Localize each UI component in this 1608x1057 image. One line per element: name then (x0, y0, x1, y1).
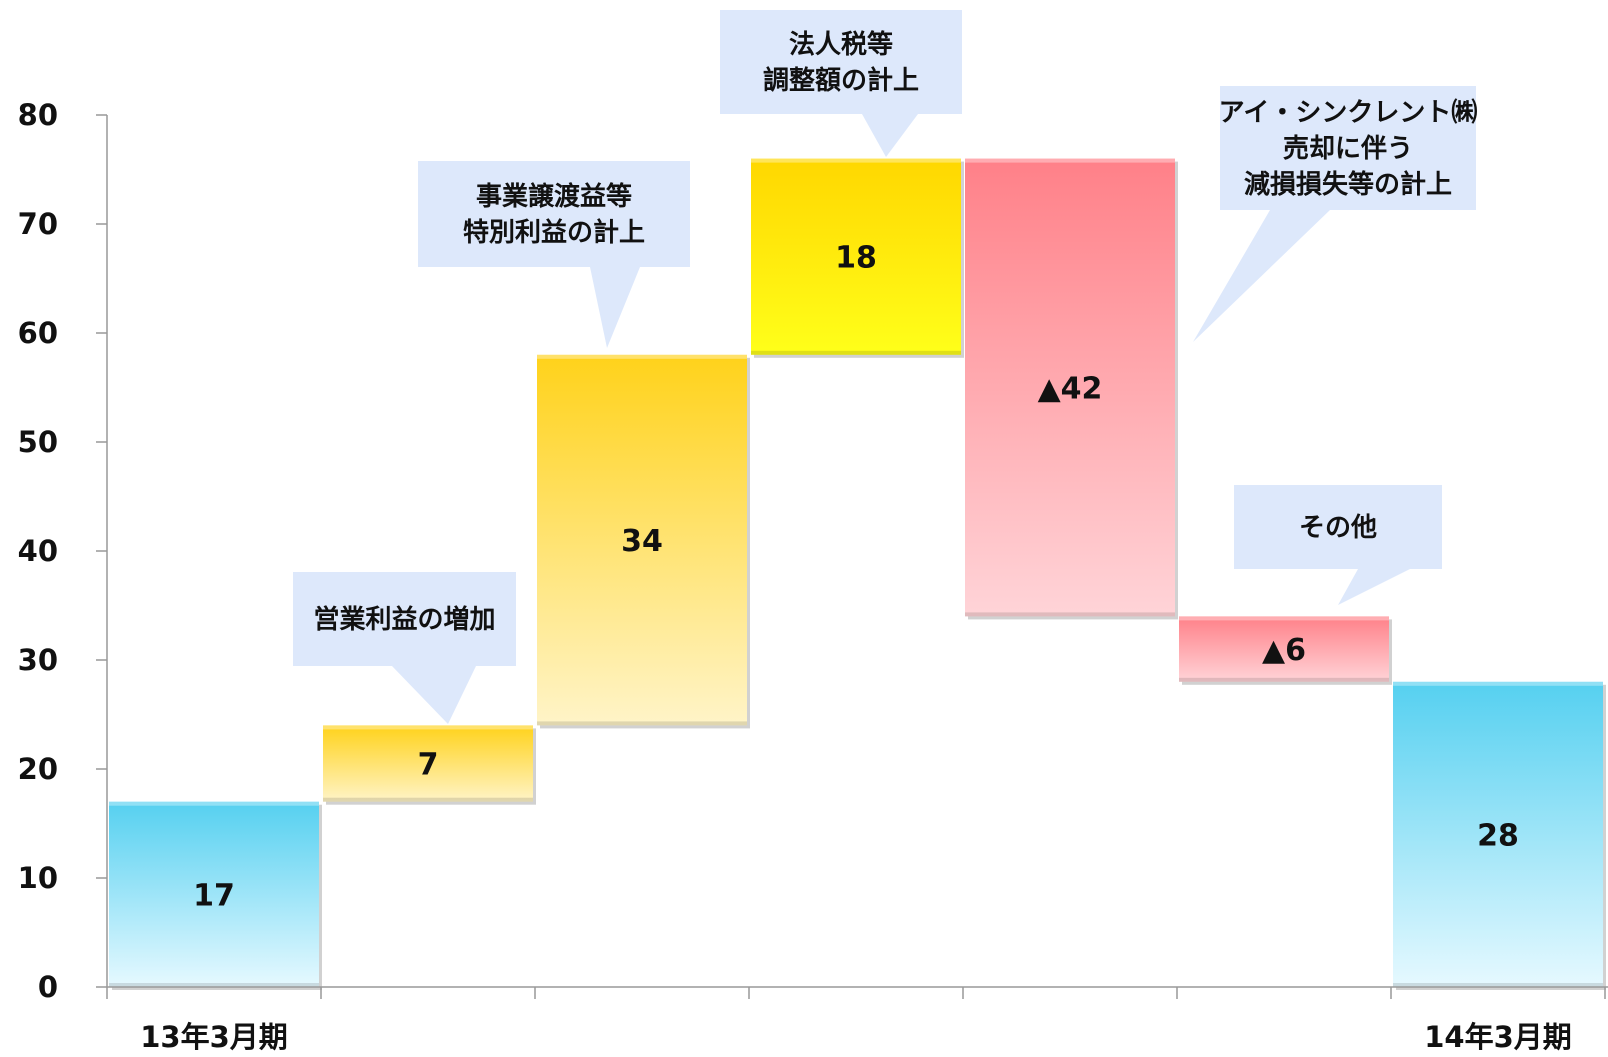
y-tick-label: 40 (18, 534, 58, 568)
axis-layer: 0 10 20 30 40 50 60 70 80 13年3月期 14年3月期 (18, 98, 1608, 1054)
bar-bevel-bottom (323, 797, 533, 802)
callout-box (1220, 86, 1476, 210)
bar-bevel-bottom (109, 983, 319, 987)
bar-1: 17 (109, 801, 322, 990)
callout-pointer (590, 267, 640, 348)
bar-7: 28 (1393, 681, 1606, 990)
bar-5: ▲42 (965, 158, 1178, 620)
callout-text: 営業利益の増加 (313, 605, 495, 635)
bar-body (751, 158, 961, 355)
bar-bevel-top (109, 801, 319, 806)
bar-value-label: 34 (621, 524, 663, 559)
y-tick-label: 70 (18, 207, 58, 241)
bar-body (537, 354, 747, 726)
callout-text: 特別利益の計上 (463, 217, 645, 248)
x-category-label: 13年3月期 (140, 1020, 288, 1054)
bar-body (965, 158, 1175, 617)
bar-bevel-top (965, 158, 1175, 163)
bar-body (1393, 681, 1603, 987)
callout-pointer (862, 114, 918, 157)
bar-4: 18 (751, 158, 964, 358)
callout-pointer (392, 666, 476, 724)
callout-box (293, 572, 516, 666)
bar-value-label: 17 (193, 878, 235, 913)
callout-1: 営業利益の増加 (293, 572, 516, 724)
x-category-label: 14年3月期 (1424, 1020, 1572, 1054)
bar-bevel-top (751, 158, 961, 163)
callout-pointer (1338, 569, 1410, 605)
y-tick-label: 60 (18, 316, 58, 350)
y-tick-label: 80 (18, 98, 58, 132)
bar-bevel-top (537, 354, 747, 359)
callout-box (1234, 485, 1442, 569)
bar-bevel-top (323, 725, 533, 730)
bar-bevel-bottom (751, 350, 961, 355)
bar-bevel-bottom (1393, 983, 1603, 987)
bar-bevel-top (1393, 681, 1603, 686)
y-tick-label: 0 (38, 970, 58, 1004)
y-tick-label: 30 (18, 643, 58, 677)
callout-pointer (1193, 210, 1330, 342)
callout-box (418, 161, 690, 267)
callout-text: 調整額の計上 (763, 65, 919, 96)
bar-value-label: ▲42 (1038, 372, 1103, 407)
callout-5: その他 (1234, 485, 1442, 605)
bars-layer: 17 7 34 18 ▲42 ▲6 28 (109, 158, 1606, 990)
callout-box (720, 10, 962, 114)
bar-value-label: 18 (835, 241, 877, 276)
y-tick-label: 50 (18, 425, 58, 459)
callout-text: 売却に伴う (1283, 134, 1413, 164)
callouts-layer: 営業利益の増加事業譲渡益等特別利益の計上法人税等調整額の計上アイ・シンクレント㈱… (293, 10, 1477, 724)
bar-6: ▲6 (1179, 616, 1392, 685)
bar-bevel-bottom (537, 721, 747, 726)
bar-bevel-bottom (1179, 677, 1389, 682)
bar-body (109, 801, 319, 987)
y-tick-label: 20 (18, 752, 58, 786)
callout-text: 事業譲渡益等 (476, 181, 632, 212)
bar-3: 34 (537, 354, 750, 729)
callout-text: アイ・シンクレント㈱ (1219, 98, 1478, 128)
callout-text: 減損損失等の計上 (1244, 169, 1452, 200)
bar-bevel-top (1179, 616, 1389, 621)
callout-text: 法人税等 (789, 29, 893, 60)
bar-body (323, 725, 533, 802)
bar-2: 7 (323, 725, 536, 805)
bar-value-label: 7 (418, 748, 439, 783)
bar-bevel-bottom (965, 612, 1175, 617)
y-tick-label: 10 (18, 861, 58, 895)
bar-body (1179, 616, 1389, 682)
bar-value-label: 28 (1477, 818, 1519, 853)
bar-value-label: ▲6 (1262, 633, 1306, 668)
callout-text: その他 (1299, 513, 1377, 543)
